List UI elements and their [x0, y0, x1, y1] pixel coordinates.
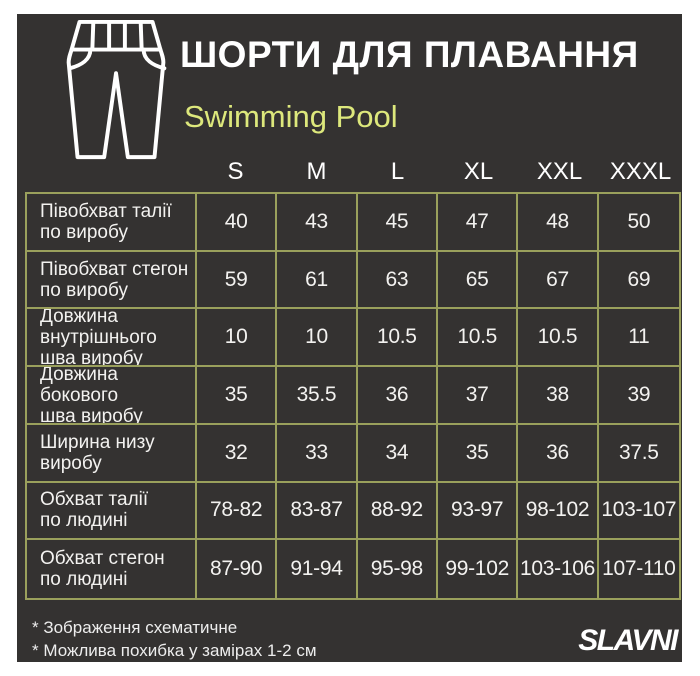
table-cell: 103-107	[598, 483, 679, 541]
table-cell: 10.5	[518, 309, 599, 368]
table-cell: 59	[197, 251, 278, 310]
row-label: Довжина бокового шва виробу	[27, 367, 197, 425]
table-cell: 78-82	[197, 482, 278, 541]
table-cell: 10	[277, 309, 358, 368]
table-cell: 50	[598, 194, 679, 252]
table-cell: 69	[598, 252, 679, 310]
table-cell: 33	[277, 424, 358, 483]
table-cell: 10	[197, 309, 278, 368]
size-header-xl: XL	[463, 158, 494, 185]
table-cell: 38	[518, 367, 599, 425]
footnote: * Можлива похибка у замірах 1-2 см	[32, 641, 317, 660]
footnote: * Зображення схематичне	[32, 618, 238, 637]
table-cell: 32	[197, 424, 278, 483]
table-cell: 36	[357, 367, 438, 425]
table-cell: 39	[598, 367, 679, 425]
table-cell: 48	[518, 194, 599, 252]
size-header-row: S M L XL XXL XXXL	[25, 152, 681, 190]
table-cell: 40	[197, 194, 278, 252]
table-cell: 45	[357, 194, 438, 252]
size-header-l: L	[390, 158, 405, 185]
footnotes: * Зображення схематичне * Можлива похибк…	[32, 616, 317, 662]
pants-icon	[65, 18, 169, 166]
size-header-xxxl: XXXL	[609, 158, 672, 185]
row-label: Півобхват талії по виробу	[27, 194, 197, 252]
table-cell: 107-110	[602, 557, 676, 581]
size-chart-panel: ШОРТИ ДЛЯ ПЛАВАННЯ Swimming Pool S M L X…	[17, 14, 682, 662]
table-cell: 67	[518, 251, 599, 310]
table-cell: 35	[438, 424, 519, 483]
table-cell: 63	[357, 251, 438, 310]
size-table: Півобхват талії по виробу 40 43 45 47 48…	[25, 192, 681, 600]
table-cell: 10.5	[438, 309, 519, 368]
table-cell: 47	[438, 194, 519, 252]
table-cell: 91-94	[277, 540, 358, 598]
subtitle: Swimming Pool	[184, 99, 398, 134]
brand-logo: SLAVNI	[578, 624, 678, 657]
table-cell: 36	[518, 424, 599, 483]
table-cell: 35	[197, 367, 278, 425]
table-cell: 37.5	[598, 425, 679, 483]
table-cell: 61	[277, 251, 358, 310]
table-cell: 11	[598, 309, 679, 368]
table-cell: 103-106	[518, 540, 599, 598]
row-label: Обхват стегон по людині	[27, 540, 197, 598]
table-cell: 35.5	[277, 367, 358, 425]
page-title: ШОРТИ ДЛЯ ПЛАВАННЯ	[180, 34, 639, 75]
table-cell: 93-97	[438, 482, 519, 541]
size-header-spacer	[25, 186, 195, 190]
table-cell: 37	[438, 367, 519, 425]
size-header-s: S	[227, 158, 244, 185]
table-cell: 43	[277, 194, 358, 252]
table-cell: 34	[357, 424, 438, 483]
table-cell: 10.5	[357, 309, 438, 368]
size-header-m: M	[306, 158, 327, 185]
row-label: Ширина низу виробу	[27, 424, 197, 483]
table-cell: 83-87	[277, 482, 358, 541]
row-label: Півобхват стегон по виробу	[27, 251, 197, 310]
row-label: Обхват талії по людині	[27, 482, 197, 541]
table-cell: 87-90	[197, 540, 278, 598]
table-cell: 98-102	[518, 482, 599, 541]
table-cell: 95-98	[358, 540, 438, 598]
table-cell: 99-102	[438, 540, 519, 598]
table-cell: 88-92	[357, 482, 438, 541]
size-header-xxl: XXL	[536, 158, 583, 185]
table-cell: 65	[438, 251, 519, 310]
row-label: Довжина внутрішнього шва виробу	[27, 309, 197, 368]
